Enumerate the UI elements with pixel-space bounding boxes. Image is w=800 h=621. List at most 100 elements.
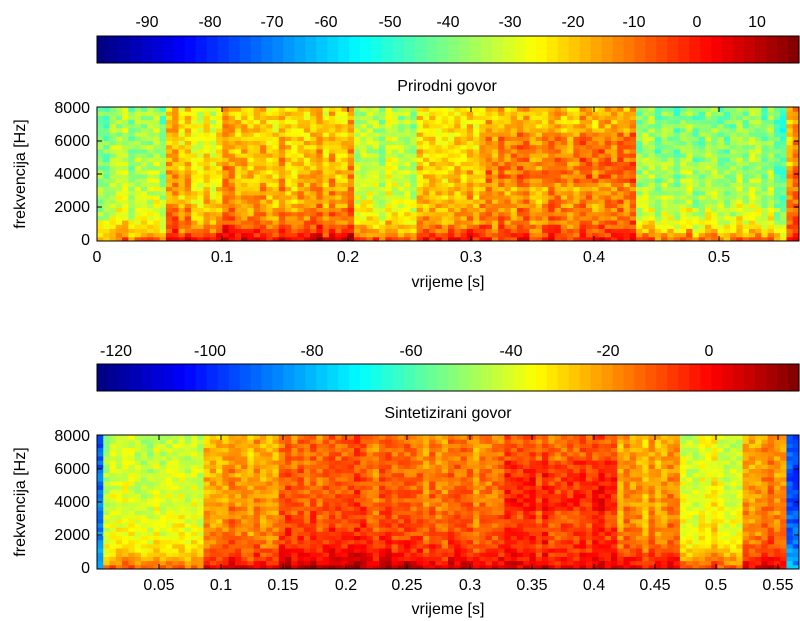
spectrogram-cell	[291, 123, 299, 129]
spectrogram-cell	[673, 123, 681, 129]
colorbar-swatch	[524, 36, 537, 63]
spectrogram-cell	[109, 531, 117, 536]
spectrogram-cell	[479, 211, 487, 217]
spectrogram-cell	[178, 510, 186, 516]
spectrogram-cell	[122, 174, 129, 179]
spectrogram-cell	[567, 232, 574, 238]
spectrogram-cell	[259, 144, 267, 150]
spectrogram-cell	[203, 157, 211, 162]
spectrogram-cell	[115, 518, 123, 524]
spectrogram-cell	[253, 443, 261, 449]
spectrogram-cell	[335, 232, 342, 238]
spectrogram-cell	[203, 464, 211, 469]
spectrogram-cell	[642, 161, 650, 167]
spectrogram-cell	[184, 157, 192, 162]
spectrogram-cell	[353, 228, 361, 234]
colorbar-2-tick: -80	[300, 343, 323, 360]
spectrogram-cell	[266, 451, 273, 457]
spectrogram-cell	[698, 140, 706, 146]
spectrogram-cell	[328, 439, 336, 444]
x-axis-label-1: vrijeme [s]	[412, 274, 485, 291]
spectrogram-cell	[379, 178, 386, 183]
spectrogram-cell	[172, 211, 179, 217]
spectrogram-cell	[197, 165, 205, 171]
spectrogram-cell	[642, 136, 650, 141]
spectrogram-cell	[241, 194, 248, 200]
spectrogram-cell	[448, 220, 455, 225]
spectrogram-cell	[335, 140, 342, 146]
colorbar-swatch	[656, 364, 668, 391]
spectrogram-cell	[673, 174, 681, 179]
colorbar-swatch	[393, 36, 405, 63]
spectrogram-cell	[379, 232, 386, 238]
spectrogram-cell	[203, 123, 211, 129]
spectrogram-cell	[178, 119, 186, 125]
spectrogram-cell	[636, 194, 643, 200]
spectrogram-cell	[172, 556, 179, 562]
spectrogram-cell	[723, 224, 731, 229]
spectrogram-cell	[629, 178, 637, 183]
spectrogram-cell	[347, 107, 355, 112]
spectrogram-cell	[686, 236, 693, 242]
spectrogram-cell	[730, 111, 737, 116]
spectrogram-cell	[297, 506, 305, 511]
spectrogram-cell	[285, 476, 292, 482]
spectrogram-cell	[610, 127, 618, 133]
spectrogram-cell	[316, 178, 324, 183]
spectrogram-cell	[203, 127, 211, 133]
spectrogram-cell	[353, 123, 361, 129]
spectrogram-cell	[228, 140, 236, 146]
spectrogram-cell	[128, 236, 136, 242]
spectrogram-cell	[335, 236, 342, 242]
spectrogram-cell	[604, 127, 612, 133]
spectrogram-cell	[335, 506, 342, 511]
spectrogram-cell	[730, 144, 737, 150]
spectrogram-cell	[222, 228, 230, 234]
spectrogram-cell	[184, 460, 192, 465]
spectrogram-cell	[285, 123, 292, 129]
spectrogram-cell	[592, 111, 599, 116]
spectrogram-cell	[560, 140, 568, 146]
spectrogram-cell	[642, 232, 650, 238]
spectrogram-cell	[372, 228, 380, 234]
spectrogram-cell	[303, 535, 311, 541]
spectrogram-cell	[335, 531, 342, 536]
spectrogram-cell	[642, 169, 650, 175]
spectrogram-cell	[698, 107, 706, 112]
spectrogram-cell	[109, 140, 117, 146]
spectrogram-cell	[159, 560, 167, 566]
spectrogram-cell	[259, 228, 267, 234]
spectrogram-cell	[429, 115, 436, 121]
spectrogram-cell	[222, 510, 230, 516]
spectrogram-cell	[466, 161, 474, 167]
spectrogram-cell	[542, 178, 549, 183]
spectrogram-cell	[97, 111, 104, 116]
spectrogram-cell	[278, 207, 286, 213]
spectrogram-cell	[285, 127, 292, 133]
spectrogram-cell	[165, 522, 173, 528]
spectrogram-cell	[115, 215, 123, 221]
spectrogram-cell	[711, 165, 719, 171]
spectrogram-cell	[686, 220, 693, 225]
spectrogram-cell	[510, 186, 518, 192]
spectrogram-cell	[335, 207, 342, 213]
spectrogram-cell	[128, 232, 136, 238]
spectrogram-cell	[748, 136, 756, 141]
spectrogram-cell	[404, 107, 411, 112]
spectrogram-cell	[172, 144, 179, 150]
spectrogram-cell	[297, 190, 305, 196]
spectrogram-cell	[153, 472, 161, 478]
spectrogram-cell	[297, 169, 305, 175]
spectrogram-cell	[222, 123, 230, 129]
spectrogram-cell	[504, 220, 512, 225]
spectrogram-cell	[341, 203, 349, 208]
spectrogram-cell	[134, 199, 142, 204]
spectrogram-cell	[516, 127, 524, 133]
spectrogram-cell	[372, 153, 380, 158]
spectrogram-cell	[184, 161, 192, 167]
spectrogram-cell	[730, 190, 737, 196]
spectrogram-cell	[341, 153, 349, 158]
spectrogram-cell	[460, 186, 468, 192]
spectrogram-cell	[228, 539, 236, 545]
spectrogram-cell	[366, 115, 374, 121]
